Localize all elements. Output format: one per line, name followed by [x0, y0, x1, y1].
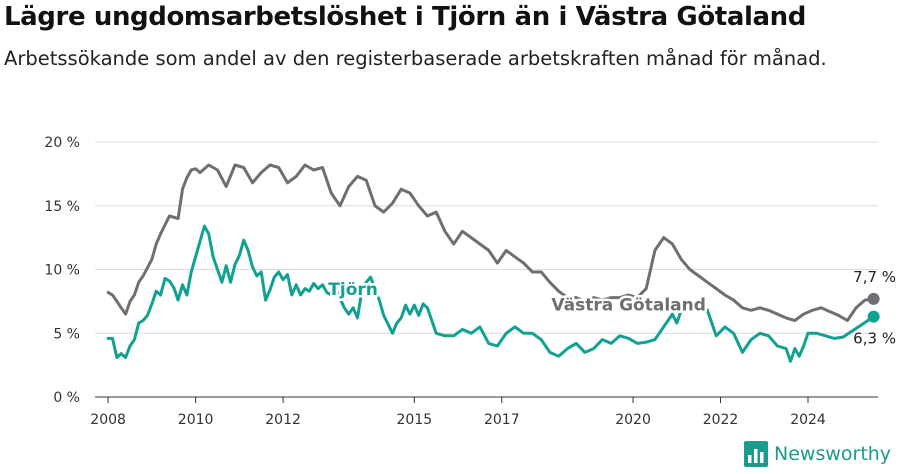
- x-tick-label: 2012: [265, 412, 301, 428]
- end-point-tj-rn: [867, 310, 880, 323]
- x-tick-label: 2017: [484, 412, 520, 428]
- x-axis: 2008 2010 2012 2015 2017 2020 2022 2024: [90, 397, 826, 428]
- series-line-tj-rn: [106, 224, 876, 363]
- newsworthy-logo: Newsworthy: [744, 441, 891, 467]
- series-lines: [106, 163, 880, 363]
- x-tick-label: 2015: [397, 412, 433, 428]
- y-tick-label: 10 %: [44, 263, 80, 279]
- end-value-label: 6,3 %: [853, 330, 896, 348]
- brand-name: Newsworthy: [774, 443, 892, 465]
- end-value-label: 7,7 %: [853, 268, 896, 286]
- series-line-v-stra-g-taland: [106, 163, 876, 322]
- gridlines: [95, 141, 878, 398]
- series-label: Västra Götaland: [551, 295, 706, 315]
- page-subtitle: Arbetssökande som andel av den registerb…: [4, 47, 827, 70]
- x-tick-label: 2024: [790, 412, 826, 428]
- y-tick-label: 20 %: [44, 135, 80, 151]
- series-labels: 7,7 % 6,3 % Tjörn Västra Götaland: [326, 268, 896, 348]
- y-axis: 0 % 5 % 10 % 15 % 20 %: [44, 135, 80, 406]
- x-tick-label: 2008: [90, 412, 126, 428]
- newsworthy-icon: [744, 441, 768, 467]
- page-title: Lägre ungdomsarbetslöshet i Tjörn än i V…: [4, 2, 806, 32]
- y-tick-label: 15 %: [44, 199, 80, 215]
- series-label: Tjörn: [328, 280, 378, 300]
- x-tick-label: 2022: [703, 412, 739, 428]
- end-point-v-stra-g-taland: [867, 292, 880, 305]
- y-tick-label: 5 %: [53, 326, 80, 342]
- y-tick-label: 0 %: [53, 390, 80, 406]
- x-tick-label: 2020: [615, 412, 651, 428]
- x-tick-label: 2010: [178, 412, 214, 428]
